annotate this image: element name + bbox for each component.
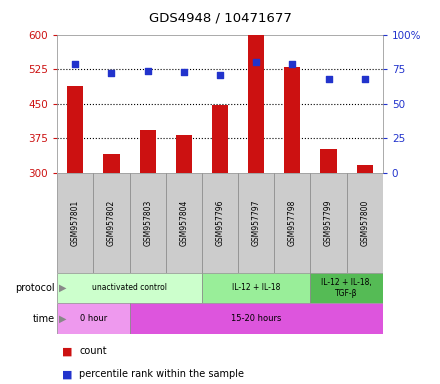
Bar [311,173,347,273]
Bar [347,173,383,273]
Text: time: time [33,314,55,324]
Text: GSM957804: GSM957804 [180,200,188,246]
Bar [57,303,129,334]
Bar [129,173,166,273]
Point [325,76,332,82]
Bar [93,173,129,273]
Text: count: count [79,346,107,356]
Point [216,71,224,78]
Text: GSM957796: GSM957796 [216,199,224,246]
Bar [57,273,202,303]
Bar [139,130,156,173]
Text: GSM957798: GSM957798 [288,200,297,246]
Point [289,61,296,67]
Text: 0 hour: 0 hour [80,314,107,323]
Text: ▶: ▶ [59,283,67,293]
Bar [67,86,84,173]
Bar [274,173,311,273]
Point [108,70,115,76]
Bar [212,105,228,173]
Text: GSM957803: GSM957803 [143,200,152,246]
Bar [202,173,238,273]
Bar [238,173,274,273]
Text: IL-12 + IL-18,
TGF-β: IL-12 + IL-18, TGF-β [321,278,372,298]
Point [253,59,260,65]
Text: protocol: protocol [15,283,55,293]
Text: 15-20 hours: 15-20 hours [231,314,281,323]
Text: ■: ■ [62,346,72,356]
Text: GSM957801: GSM957801 [71,200,80,246]
Text: percentile rank within the sample: percentile rank within the sample [79,369,244,379]
Text: ▶: ▶ [59,314,67,324]
Text: IL-12 + IL-18: IL-12 + IL-18 [232,283,280,293]
Bar [57,173,93,273]
Bar [311,273,383,303]
Text: GSM957802: GSM957802 [107,200,116,246]
Text: GSM957800: GSM957800 [360,200,369,246]
Bar [129,303,383,334]
Text: GDS4948 / 10471677: GDS4948 / 10471677 [149,12,291,25]
Bar [284,67,301,173]
Point [144,68,151,74]
Point [361,76,368,82]
Bar [320,149,337,173]
Text: GSM957797: GSM957797 [252,199,260,246]
Text: ■: ■ [62,369,72,379]
Bar [356,164,373,173]
Bar [202,273,311,303]
Point [180,69,187,75]
Point [72,61,79,67]
Bar [176,135,192,173]
Bar [248,35,264,173]
Bar [166,173,202,273]
Bar [103,154,120,173]
Text: GSM957799: GSM957799 [324,199,333,246]
Text: unactivated control: unactivated control [92,283,167,293]
